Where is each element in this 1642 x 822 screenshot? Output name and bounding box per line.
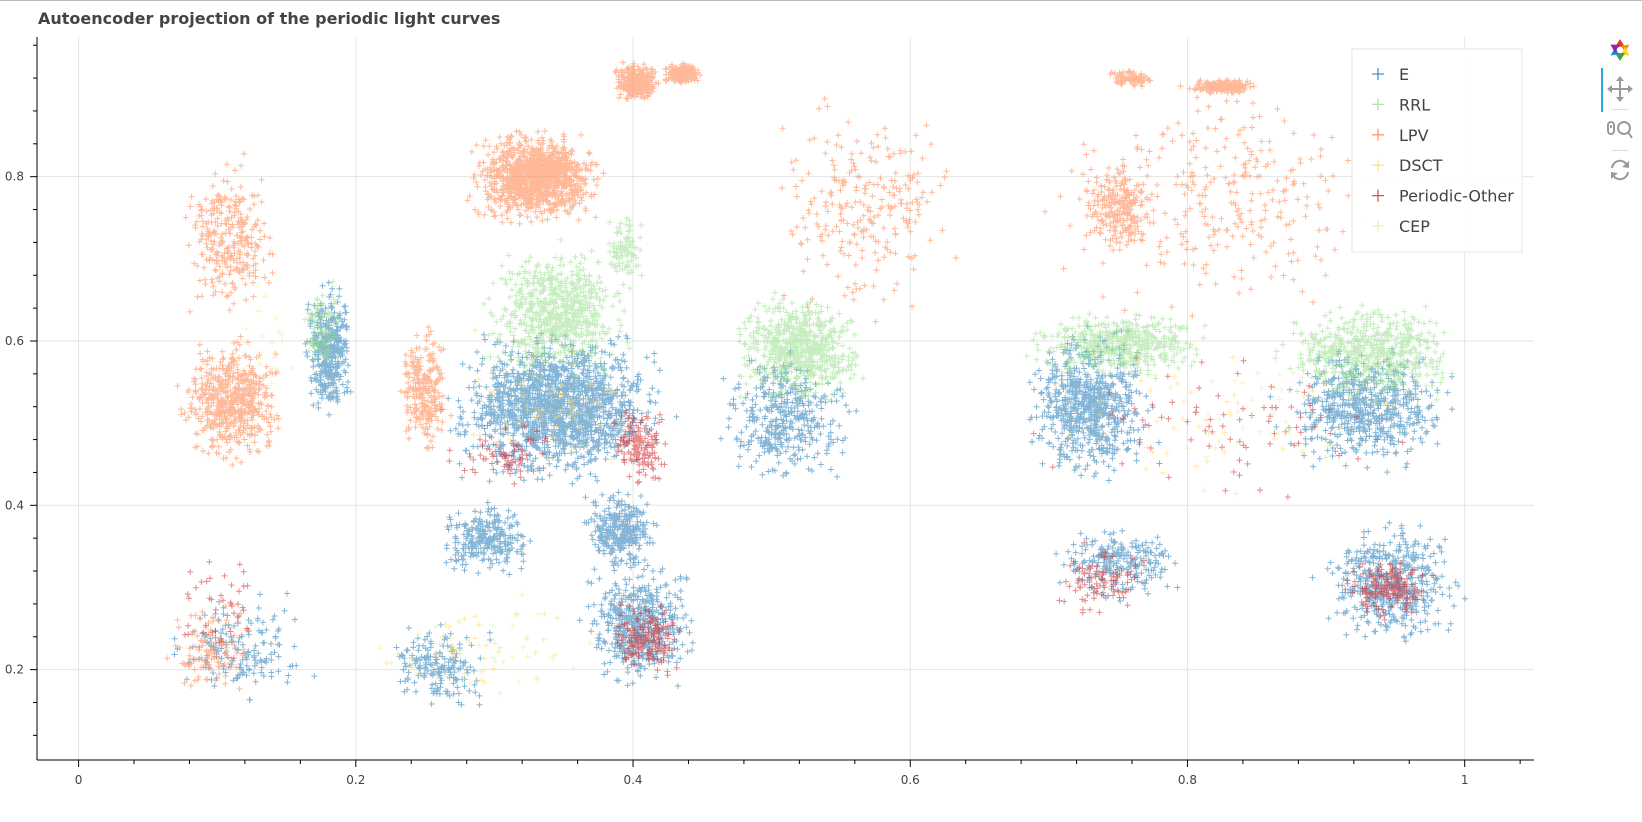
axes: 0 0.2 0.4 0.6 0.8 1 0.2 0.4 0.6 0.8 bbox=[5, 37, 1534, 787]
series-cep bbox=[220, 246, 1343, 686]
wheel-zoom-tool-icon[interactable] bbox=[1604, 116, 1634, 144]
bokeh-logo-icon bbox=[1604, 36, 1634, 64]
legend-marker bbox=[1372, 98, 1384, 111]
pan-active-indicator bbox=[1601, 68, 1603, 112]
series-dsct bbox=[383, 327, 1397, 697]
x-tick-label: 0.6 bbox=[901, 773, 920, 787]
series-points bbox=[302, 215, 1455, 406]
series-lpv bbox=[164, 59, 1364, 692]
x-tick-label: 0 bbox=[75, 773, 83, 787]
legend-item-cep[interactable]: CEP bbox=[1372, 217, 1430, 236]
series-points bbox=[164, 59, 1364, 692]
series-points bbox=[181, 354, 1437, 679]
legend-label: Periodic-Other bbox=[1399, 187, 1514, 206]
legend-marker bbox=[1372, 68, 1384, 80]
y-tick-label: 0.6 bbox=[5, 334, 24, 348]
y-tick-label: 0.2 bbox=[5, 663, 24, 677]
legend-item-lpv[interactable]: LPV bbox=[1372, 126, 1429, 145]
legend-marker bbox=[1372, 189, 1384, 202]
legend-label: RRL bbox=[1399, 95, 1430, 114]
x-tick-label: 0.2 bbox=[346, 773, 365, 787]
x-tick-label: 1 bbox=[1461, 773, 1469, 787]
reset-tool-icon[interactable] bbox=[1604, 156, 1634, 184]
series-rrl bbox=[302, 215, 1455, 406]
legend-item-dsct[interactable]: DSCT bbox=[1372, 156, 1443, 175]
legend-label: CEP bbox=[1399, 217, 1430, 236]
legend-box bbox=[1351, 48, 1523, 253]
series-points bbox=[383, 327, 1397, 697]
toolbar-separator bbox=[1612, 109, 1628, 110]
toolbar-separator bbox=[1612, 150, 1628, 151]
legend-item-e[interactable]: E bbox=[1372, 65, 1409, 84]
pan-tool-icon[interactable] bbox=[1604, 75, 1634, 103]
legend-marker bbox=[1372, 220, 1384, 232]
top-border bbox=[0, 0, 1642, 1]
x-tick-label: 0.4 bbox=[623, 773, 642, 787]
legend-marker bbox=[1372, 128, 1384, 141]
legend-item-periodic-other[interactable]: Periodic-Other bbox=[1372, 187, 1514, 206]
toolbar bbox=[1601, 34, 1636, 194]
legend-label: LPV bbox=[1399, 126, 1429, 145]
x-tick-label: 0.8 bbox=[1178, 773, 1197, 787]
y-tick-label: 0.4 bbox=[5, 498, 24, 512]
chart-title: Autoencoder projection of the periodic l… bbox=[38, 9, 501, 28]
legend-label: E bbox=[1399, 65, 1409, 84]
series-periodic-other bbox=[181, 354, 1437, 679]
grid bbox=[37, 37, 1534, 760]
legend[interactable]: E RRL LPV DSCT Periodic-Other CEP bbox=[1351, 48, 1523, 253]
legend-item-rrl[interactable]: RRL bbox=[1372, 95, 1430, 114]
legend-label: DSCT bbox=[1399, 156, 1443, 175]
y-tick-label: 0.8 bbox=[5, 170, 24, 184]
series-points bbox=[220, 246, 1343, 686]
points-layer bbox=[164, 59, 1468, 708]
legend-marker bbox=[1372, 159, 1384, 172]
